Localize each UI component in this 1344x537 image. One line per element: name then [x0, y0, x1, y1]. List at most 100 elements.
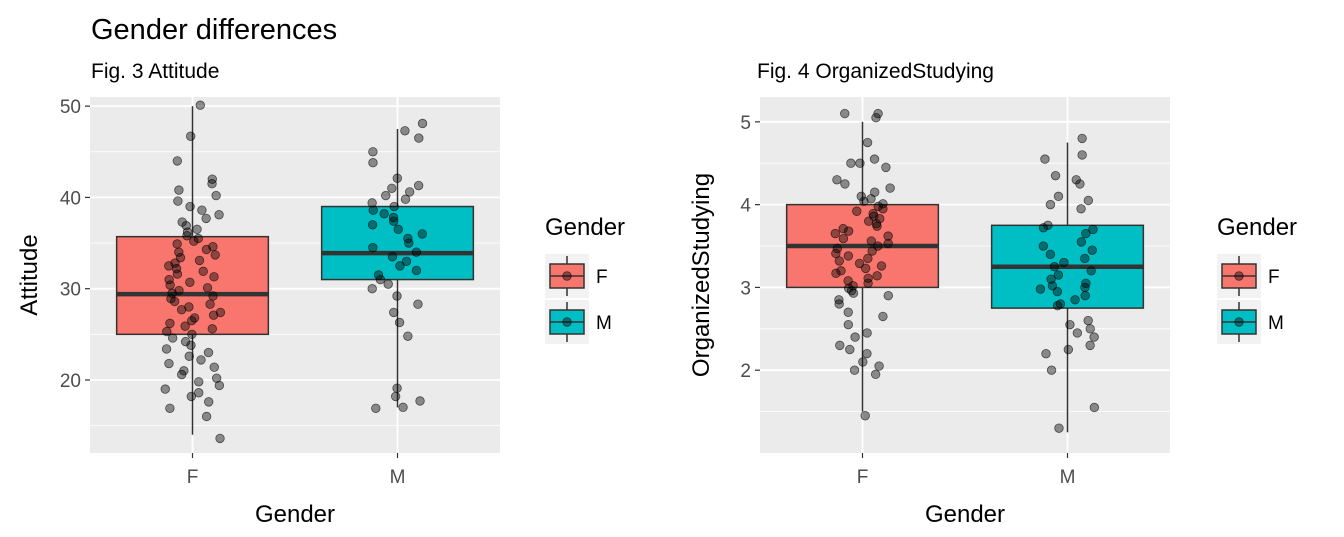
data-point	[413, 180, 424, 191]
data-point	[885, 183, 895, 193]
legend-title: Gender	[545, 214, 625, 241]
data-point	[401, 256, 412, 267]
data-point	[403, 331, 413, 341]
data-point	[383, 279, 393, 289]
data-point	[185, 131, 196, 141]
data-point	[214, 380, 225, 391]
data-point	[859, 196, 869, 207]
y-tick-label: 3	[740, 278, 751, 299]
data-point	[203, 347, 214, 358]
data-point	[1089, 332, 1099, 342]
legend-label-M: M	[596, 313, 612, 334]
data-point	[187, 329, 197, 340]
data-point	[863, 278, 873, 288]
data-point	[872, 221, 882, 231]
data-point	[207, 324, 217, 334]
data-point	[194, 388, 204, 398]
data-point	[187, 315, 197, 326]
data-point	[207, 179, 217, 189]
data-point	[209, 362, 219, 372]
data-point	[1041, 348, 1051, 359]
data-point	[389, 307, 399, 318]
data-point	[1053, 270, 1064, 280]
data-point	[208, 291, 218, 301]
data-point	[186, 391, 197, 402]
data-point	[1086, 266, 1096, 276]
data-point	[838, 233, 849, 244]
legend-label-F: F	[596, 267, 608, 288]
data-point	[201, 244, 212, 255]
data-point	[863, 253, 873, 264]
data-point	[840, 179, 850, 189]
data-point	[873, 201, 883, 211]
data-point	[840, 108, 850, 119]
data-point	[413, 299, 423, 309]
data-point	[862, 328, 872, 338]
data-point	[375, 274, 386, 285]
data-point	[165, 403, 175, 413]
chart-subtitle: Fig. 4 OrganizedStudying	[757, 60, 994, 83]
data-point	[1085, 324, 1095, 334]
data-point	[194, 377, 204, 387]
data-point	[196, 355, 206, 365]
legend-key-point	[562, 317, 572, 327]
x-tick-label: F	[187, 467, 199, 488]
data-point	[870, 369, 881, 380]
legend-key-point	[562, 271, 572, 281]
data-point	[834, 256, 844, 266]
data-point	[855, 158, 865, 168]
data-point	[192, 224, 202, 235]
data-point	[197, 205, 207, 215]
x-axis-title: Gender	[255, 501, 335, 528]
data-point	[843, 319, 854, 330]
legend-key-point	[1234, 317, 1244, 327]
data-point	[854, 258, 865, 269]
data-point	[184, 302, 194, 312]
data-point	[874, 361, 884, 371]
data-point	[411, 247, 422, 257]
data-point	[1076, 237, 1087, 247]
data-point	[185, 277, 195, 288]
data-point	[389, 216, 399, 226]
data-point	[1089, 402, 1100, 413]
data-point	[843, 307, 853, 317]
data-point	[404, 238, 414, 248]
data-point	[165, 280, 175, 290]
data-point	[395, 261, 405, 271]
data-point	[202, 283, 213, 293]
data-point	[878, 204, 888, 214]
data-point	[1076, 204, 1086, 214]
data-point	[373, 270, 384, 280]
data-point	[368, 158, 378, 168]
data-point	[1059, 257, 1069, 268]
data-point	[872, 271, 882, 281]
data-point	[165, 318, 175, 329]
legend-label-M: M	[1268, 313, 1284, 334]
data-point	[849, 365, 860, 375]
data-point	[211, 190, 221, 201]
data-point	[174, 185, 184, 195]
y-axis-title: OrganizedStudying	[688, 173, 715, 377]
data-point	[838, 223, 848, 234]
data-point	[176, 304, 187, 315]
data-point	[862, 348, 872, 359]
data-point	[856, 191, 866, 202]
data-point	[368, 242, 378, 253]
data-point	[392, 291, 402, 301]
data-point	[417, 229, 427, 239]
data-point	[173, 196, 183, 206]
legend: Gender F M	[545, 214, 625, 344]
data-point	[414, 133, 424, 143]
data-point	[835, 340, 845, 351]
data-point	[843, 276, 853, 286]
data-point	[830, 228, 840, 239]
data-point	[878, 311, 888, 322]
data-point	[883, 238, 893, 249]
data-point	[869, 154, 880, 164]
data-point	[176, 369, 187, 380]
data-point	[201, 213, 211, 224]
data-point	[860, 411, 870, 421]
data-point	[201, 411, 212, 422]
legend: Gender F M	[1217, 214, 1297, 344]
data-point	[866, 236, 877, 246]
